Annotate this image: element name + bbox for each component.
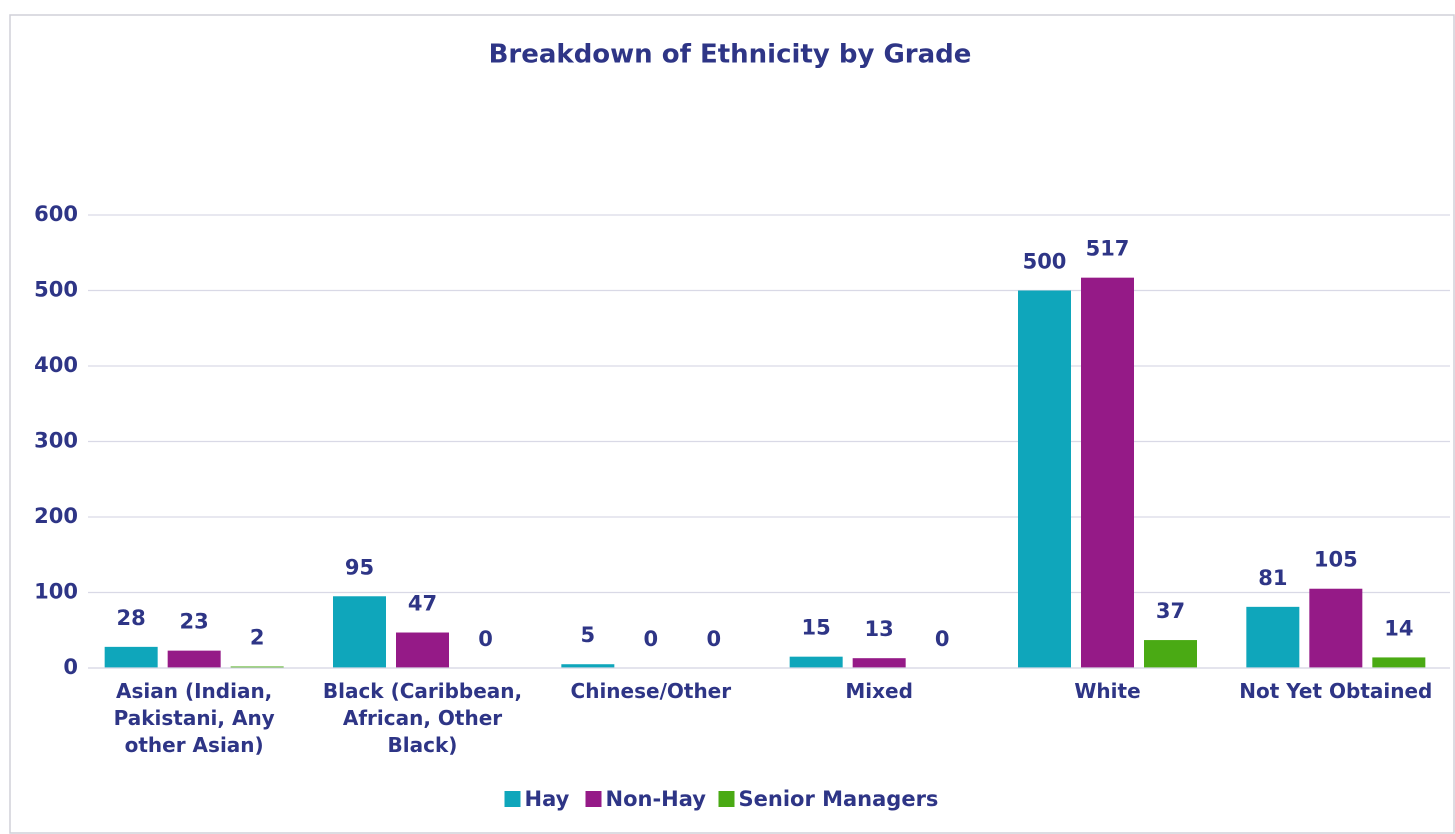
bar bbox=[561, 664, 615, 668]
data-label: 0 bbox=[478, 627, 493, 651]
x-tick-label-box: White bbox=[1074, 679, 1141, 703]
x-tick-label: Chinese/Other bbox=[570, 679, 732, 703]
bar bbox=[167, 650, 221, 668]
x-tick-label: Asian (Indian, Pakistani, Any other Asia… bbox=[113, 679, 275, 757]
chart-title: Breakdown of Ethnicity by Grade bbox=[489, 40, 972, 70]
bar bbox=[104, 646, 158, 668]
data-label: 23 bbox=[180, 610, 209, 634]
data-label: 15 bbox=[802, 616, 831, 640]
data-label: 5 bbox=[581, 623, 596, 647]
bar bbox=[1246, 606, 1300, 668]
bar bbox=[852, 658, 906, 668]
data-label: 0 bbox=[935, 627, 950, 651]
data-label: 0 bbox=[707, 627, 722, 651]
legend-label: Senior Managers bbox=[739, 787, 939, 811]
data-label: 2 bbox=[250, 625, 265, 649]
bar bbox=[1018, 290, 1071, 668]
data-label: 95 bbox=[345, 555, 374, 579]
y-tick-label: 200 bbox=[34, 504, 78, 528]
data-label: 37 bbox=[1156, 599, 1185, 623]
y-tick-label: 0 bbox=[63, 655, 78, 679]
bar bbox=[1309, 588, 1363, 668]
legend-swatch bbox=[504, 791, 521, 807]
chart-frame bbox=[9, 14, 1455, 834]
bar bbox=[1081, 277, 1134, 668]
data-label: 81 bbox=[1258, 566, 1287, 590]
x-tick-label-box: Asian (Indian, Pakistani, Any other Asia… bbox=[113, 679, 275, 757]
bar bbox=[1372, 657, 1426, 668]
x-tick-label: Not Yet Obtained bbox=[1239, 679, 1433, 703]
x-tick-label: White bbox=[1074, 679, 1141, 703]
data-label: 0 bbox=[644, 627, 659, 651]
bar bbox=[230, 666, 284, 668]
bar bbox=[396, 632, 449, 668]
legend-swatch bbox=[718, 791, 735, 807]
data-label: 105 bbox=[1314, 548, 1358, 572]
bar bbox=[789, 656, 843, 668]
data-label: 500 bbox=[1023, 250, 1067, 274]
y-tick-label: 500 bbox=[34, 278, 78, 302]
bar bbox=[1144, 640, 1197, 668]
data-label: 28 bbox=[117, 606, 146, 630]
legend-swatch bbox=[585, 791, 602, 807]
y-tick-label: 600 bbox=[34, 202, 78, 226]
y-tick-label: 300 bbox=[34, 429, 78, 453]
x-tick-label: Mixed bbox=[845, 679, 913, 703]
data-label: 47 bbox=[408, 592, 437, 616]
bar bbox=[333, 596, 386, 668]
data-label: 14 bbox=[1384, 616, 1413, 640]
data-label: 517 bbox=[1086, 237, 1130, 261]
y-tick-label: 100 bbox=[34, 580, 78, 604]
data-label: 13 bbox=[865, 617, 894, 641]
x-tick-label-box: Not Yet Obtained bbox=[1239, 679, 1433, 703]
x-tick-label-box: Chinese/Other bbox=[570, 679, 732, 703]
x-tick-label-box: Mixed bbox=[845, 679, 913, 703]
legend-label: Non-Hay bbox=[606, 787, 707, 811]
x-tick-label: Black (Caribbean, African, Other Black) bbox=[322, 679, 523, 757]
legend-label: Hay bbox=[525, 787, 570, 811]
y-tick-label: 400 bbox=[34, 353, 78, 377]
x-tick-label-box: Black (Caribbean, African, Other Black) bbox=[322, 679, 523, 757]
